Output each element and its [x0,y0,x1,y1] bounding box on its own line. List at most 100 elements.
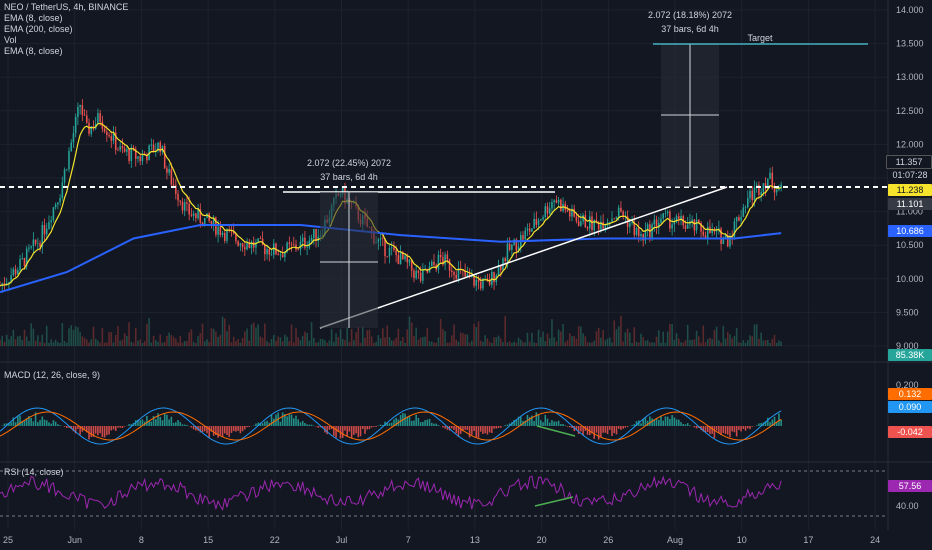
candle-body [511,244,513,250]
macd-histogram-bar [221,426,224,437]
macd-histogram-bar [292,418,295,426]
time-tick-label: Aug [667,535,683,545]
macd-histogram-bar [299,422,302,426]
macd-histogram-bar [769,422,771,426]
candle-body [778,188,780,190]
macd-histogram-bar [595,426,598,433]
candle-body [34,239,37,244]
time-tick-label: 10 [737,535,747,545]
macd-histogram-bar [640,423,642,426]
volume-bar [402,337,404,346]
time-tick-label: 7 [406,535,411,545]
macd-histogram-bar [613,426,616,434]
candle-body [493,271,495,283]
candle-body [163,145,166,169]
volume-bar [553,337,555,346]
candle-body [192,213,195,216]
volume-bar [70,325,72,346]
volume-bar [535,342,538,346]
macd-histogram-bar [686,423,689,426]
candle-body [30,246,32,248]
candle-body [631,222,633,224]
volume-bar [304,331,306,346]
macd-histogram-bar [726,426,729,435]
volume-bar [729,334,731,346]
volume-bar [749,335,751,346]
volume-bar [506,342,509,346]
macd-histogram-bar [21,421,24,426]
macd-histogram-bar [771,419,774,426]
legend-symbol[interactable]: NEO / TetherUS, 4h, BINANCE [4,2,129,12]
candle-body [103,128,106,132]
legend-vol[interactable]: Vol [4,35,17,45]
macd-legend[interactable]: MACD (12, 26, close, 9) [4,370,101,380]
macd-histogram-bar [444,426,446,429]
macd-histogram-bar [435,423,437,426]
macd-histogram-bar [702,426,705,432]
time-tick-label: 25 [3,535,13,545]
macd-histogram-bar [259,422,262,426]
macd-histogram-bar [424,420,426,426]
macd-histogram-bar [28,416,30,426]
candle-body [141,154,144,162]
candle-body [566,209,569,212]
chart-grid [0,0,932,530]
legend-ema8b[interactable]: EMA (8, close) [4,46,63,56]
volume-bar [335,333,337,346]
macd-histogram-bar [384,421,386,426]
volume-bar [50,339,52,346]
candle-body [272,243,275,255]
macd-pane [0,407,782,445]
macd-histogram-bar [767,417,769,426]
volume-bar [662,331,664,346]
candle-body [733,221,736,237]
rsi-legend[interactable]: RSI (14, close) [4,467,64,477]
candle-body [417,270,420,273]
macd-histogram-bar [611,426,613,436]
volume-bar [190,329,193,346]
volume-bar [30,323,32,346]
candle-body [557,199,560,203]
macd-histogram-bar [257,422,259,426]
ascending-trendline [319,186,728,329]
volume-bar [221,316,224,346]
macd-histogram-bar [377,425,380,426]
macd-histogram-bar [428,418,431,426]
volume-bar [19,335,21,346]
volume-bar [417,339,420,346]
volume-bar [466,334,469,346]
legend-ema8[interactable]: EMA (8, close) [4,13,63,23]
volume-bar [268,342,271,346]
candle-body [537,220,540,225]
macd-histogram-bar [159,416,162,426]
measure-label-right-2: 37 bars, 6d 4h [661,24,719,34]
candle-body [724,234,727,238]
candle-body [290,243,293,245]
candle-body [673,222,676,225]
volume-bar [502,342,504,346]
volume-bar [482,341,484,346]
legend-ema200[interactable]: EMA (200, close) [4,24,73,34]
candle-body [152,144,155,153]
volume-bar [72,329,75,346]
candle-body [54,204,57,208]
candle-body [430,261,433,267]
volume-bar [295,328,297,346]
candle-body [666,211,669,214]
candle-body [410,259,413,271]
macd-line [0,407,782,445]
candle-body [419,272,422,281]
macd-histogram-bar [390,422,393,426]
macd-histogram-bar [508,423,511,426]
candle-body [448,259,451,271]
ema8-value-tag: 11.101 [888,198,932,210]
candle-body [653,219,656,225]
volume-bar [780,341,782,346]
candle-body [117,149,119,151]
macd-histogram-bar [524,420,527,426]
volume-bar [326,342,328,346]
volume-bar [143,341,146,346]
macd-histogram-bar [499,426,502,428]
volume-bar [753,324,756,346]
